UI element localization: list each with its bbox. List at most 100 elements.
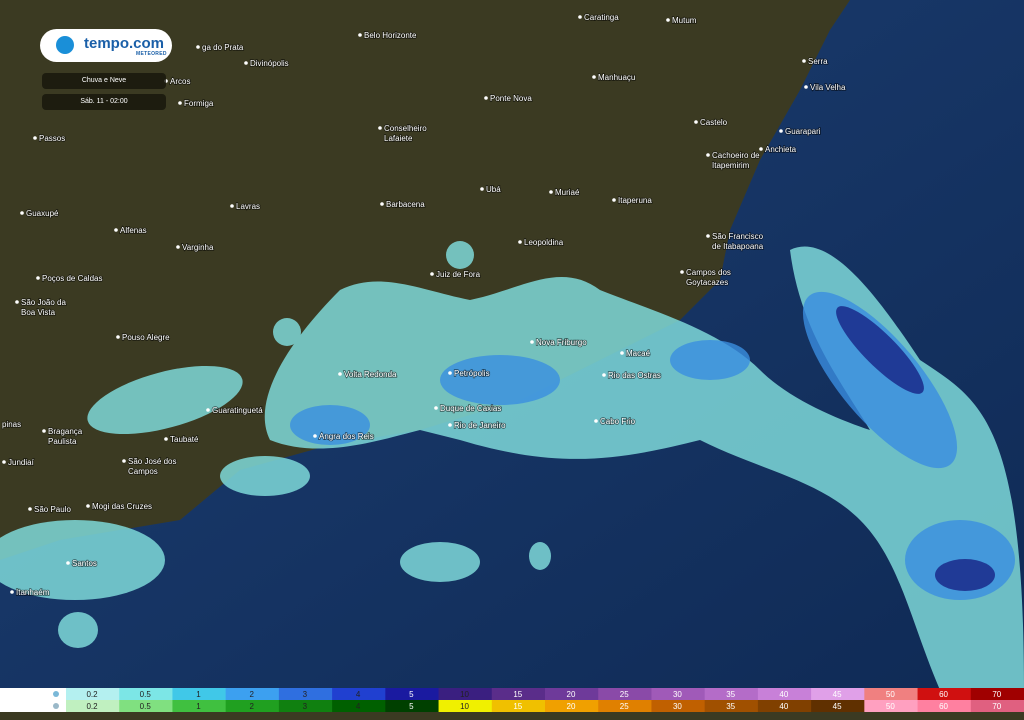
precipitation-intense — [836, 306, 995, 591]
legend-value: 5 — [409, 690, 414, 699]
legend-value: 0.2 — [86, 690, 98, 699]
city-name: Mutum — [672, 16, 697, 25]
city-name: Itanhaém — [16, 588, 50, 597]
legend-value: 10 — [460, 702, 469, 711]
city-name: Castelo — [700, 118, 728, 127]
city-dot — [2, 460, 6, 464]
city-name: Juiz de Fora — [436, 270, 481, 279]
legend-value: 30 — [673, 702, 682, 711]
city-dot — [28, 507, 32, 511]
city-dot — [602, 373, 606, 377]
legend-swatch — [651, 700, 706, 712]
legend-swatch — [545, 688, 599, 700]
city-name: Arcos — [170, 77, 190, 86]
city-name: Caratinga — [584, 13, 619, 22]
city-dot — [313, 434, 317, 438]
city-name: Pouso Alegre — [122, 333, 170, 342]
legend-value: 3 — [303, 702, 308, 711]
city-dot — [549, 190, 553, 194]
logo-icon — [56, 36, 74, 54]
city-name: Volta Redonda — [344, 370, 397, 379]
legend-swatch — [651, 688, 706, 700]
legend-value: 70 — [992, 690, 1001, 699]
city-name: pinas — [2, 420, 21, 429]
city-dot — [66, 561, 70, 565]
legend-value: 20 — [567, 690, 576, 699]
city-dot — [116, 335, 120, 339]
city-name: Lafaiete — [384, 134, 413, 143]
legend-swatch — [225, 688, 280, 700]
city-dot — [86, 504, 90, 508]
city-name: São Paulo — [34, 505, 71, 514]
legend-swatch — [438, 688, 493, 700]
layer-label[interactable]: Chuva e Neve — [42, 73, 166, 89]
legend-snow-icon — [0, 700, 66, 712]
city-dot — [680, 270, 684, 274]
legend: 0.2 0.5 1 2 3 4 5 10 15 20 25 30 35 40 45 50 60 700.2 0.5 1… — [0, 688, 1024, 712]
city-dot — [448, 371, 452, 375]
legend-value: 0.2 — [86, 702, 98, 711]
legend-swatch — [811, 688, 865, 700]
legend-value: 35 — [726, 690, 735, 699]
city-dot — [448, 423, 452, 427]
legend-value: 15 — [513, 690, 522, 699]
legend-swatch — [172, 688, 227, 700]
legend-swatch — [66, 700, 120, 712]
legend-swatch — [385, 700, 440, 712]
city-name: Boa Vista — [21, 308, 56, 317]
legend-swatch — [66, 688, 120, 700]
legend-value: 0.5 — [140, 690, 152, 699]
logo[interactable]: tempo.com METEORED — [40, 29, 172, 62]
legend-value: 2 — [249, 702, 254, 711]
legend-value: 2 — [249, 690, 254, 699]
city-dot — [578, 15, 582, 19]
city-name: São Francisco — [712, 232, 764, 241]
city-name: Cabo Frio — [600, 417, 636, 426]
city-name: Manhuaçu — [598, 73, 635, 82]
city-dot — [114, 228, 118, 232]
legend-swatch — [970, 688, 1024, 700]
city-dot — [434, 406, 438, 410]
legend-value: 4 — [356, 702, 361, 711]
city-dot — [594, 419, 598, 423]
legend-value: 60 — [939, 702, 948, 711]
city-dot — [592, 75, 596, 79]
city-name: Rio das Ostras — [608, 371, 661, 380]
city-name: Anchieta — [765, 145, 797, 154]
legend-value: 60 — [939, 690, 948, 699]
city-name: São José dos — [128, 457, 176, 466]
legend-value: 40 — [779, 702, 788, 711]
legend-value: 30 — [673, 690, 682, 699]
city-name: Mogi das Cruzes — [92, 502, 152, 511]
precipitation-heavy — [290, 291, 1015, 600]
city-name: Varginha — [182, 243, 214, 252]
legend-swatch — [278, 700, 333, 712]
legend-value: 40 — [779, 690, 788, 699]
city-name: Muriaé — [555, 188, 580, 197]
city-name: Cachoeiro de — [712, 151, 760, 160]
city-dot — [694, 120, 698, 124]
city-dot — [380, 202, 384, 206]
city-dot — [42, 429, 46, 433]
legend-swatch — [970, 700, 1024, 712]
legend-value: 1 — [196, 690, 201, 699]
legend-value: 70 — [992, 702, 1001, 711]
legend-swatch — [598, 700, 652, 712]
legend-swatch — [704, 700, 759, 712]
city-dot — [33, 136, 37, 140]
city-name: Petrópolis — [454, 369, 490, 378]
legend-value: 45 — [833, 690, 842, 699]
legend-value: 0.5 — [140, 702, 152, 711]
legend-value: 25 — [620, 690, 629, 699]
city-name: Guaratinguetá — [212, 406, 263, 415]
legend-swatch — [864, 688, 919, 700]
city-name: Angra dos Reis — [319, 432, 374, 441]
city-name: Formiga — [184, 99, 214, 108]
city-dot — [338, 372, 342, 376]
time-label[interactable]: Sáb. 11 - 02:00 — [42, 94, 166, 110]
city-name: Ponte Nova — [490, 94, 532, 103]
legend-swatch — [491, 700, 546, 712]
legend-swatch — [119, 688, 173, 700]
city-dot — [480, 187, 484, 191]
